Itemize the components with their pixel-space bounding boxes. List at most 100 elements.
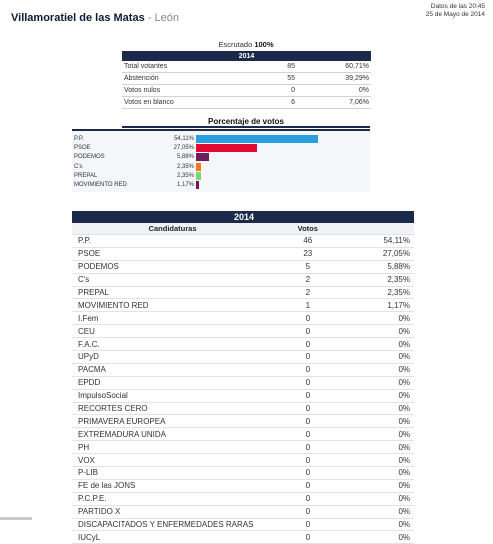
summary-year-row: 2014 (122, 51, 371, 61)
candidate-name: C's (72, 273, 272, 287)
vote-percentage-chart: Porcentaje de votos P.P. 54,11% PSOE 27,05%… (72, 117, 370, 192)
summary-pct: 60,71% (296, 61, 371, 73)
summary-pct: 0% (296, 84, 371, 97)
candidate-name: P.C.P.E. (72, 492, 272, 506)
candidate-name: PRIMAVERA EUROPEA (72, 414, 272, 429)
candidate-name: P.P. (72, 234, 272, 248)
candidate-pct: 0% (342, 479, 414, 493)
candidate-votes: 0 (271, 389, 343, 403)
province-name: León (154, 12, 179, 24)
candidate-pct: 27,05% (342, 247, 414, 261)
chart-bar (196, 153, 210, 162)
summary-row: Total votantes 85 60,71% (122, 61, 371, 73)
candidate-pct: 0% (342, 427, 414, 442)
results-table: 2014 Candidaturas Votos P.P. 46 54,11% PSOE… (72, 211, 414, 544)
table-row: PRIMAVERA EUROPEA 0 0% (72, 414, 414, 429)
table-row: F.A.C. 0 0% (72, 337, 414, 352)
candidate-name: PARTIDO X (72, 505, 272, 519)
candidate-votes: 5 (271, 260, 343, 274)
table-row: IUCyL 0 0% (72, 530, 414, 544)
table-row: ImpulsoSocial 0 0% (72, 389, 414, 403)
escrutado-value: 100% (254, 40, 274, 49)
candidate-votes: 1 (271, 298, 343, 313)
candidate-name: I.Fem (72, 311, 272, 326)
table-row: DISCAPACITADOS Y ENFERMEDADES RARAS 0 0% (72, 518, 414, 532)
candidate-votes: 0 (271, 363, 343, 377)
table-row: EXTREMADURA UNIDA 0 0% (72, 427, 414, 442)
table-row: VOX 0 0% (72, 453, 414, 468)
update-info: Datos de las 20:45 25 de Mayo de 2014 (426, 3, 485, 19)
table-row: UPyD 0 0% (72, 350, 414, 364)
chart-bar (196, 171, 202, 180)
candidate-votes: 2 (271, 286, 343, 300)
candidate-votes: 2 (271, 273, 343, 287)
candidate-pct: 0% (342, 402, 414, 416)
horizontal-scrollbar[interactable] (0, 517, 32, 520)
results-year-row: 2014 (72, 211, 414, 223)
chart-category-label: C's (74, 163, 83, 170)
table-row: PODEMOS 5 5,88% (72, 260, 414, 274)
table-row: EPDD 0 0% (72, 376, 414, 390)
candidate-name: UPyD (72, 350, 272, 364)
chart-value-label: 5,88% (176, 154, 194, 161)
candidate-name: DISCAPACITADOS Y ENFERMEDADES RARAS (72, 518, 272, 532)
page-title: Villamoratiel de las Matas - León (11, 12, 179, 24)
summary-label: Abstención (122, 72, 266, 85)
candidate-name: IUCyL (72, 530, 272, 544)
candidate-votes: 0 (271, 337, 343, 352)
candidate-name: PREPAL (72, 286, 272, 300)
table-row: I.Fem 0 0% (72, 311, 414, 326)
chart-value-label: 2,35% (176, 172, 194, 179)
summary-label: Total votantes (122, 61, 266, 73)
candidate-name: PH (72, 440, 272, 455)
candidate-pct: 0% (342, 363, 414, 377)
candidate-pct: 2,35% (342, 273, 414, 287)
candidate-pct: 0% (342, 311, 414, 326)
candidate-votes: 0 (271, 350, 343, 364)
candidate-name: MOVIMIENTO RED (72, 298, 272, 313)
chart-category-label: P.P. (74, 136, 84, 142)
candidate-votes: 0 (271, 427, 343, 442)
summary-votes: 55 (265, 72, 297, 85)
candidate-votes: 0 (271, 453, 343, 468)
candidate-votes: 0 (271, 376, 343, 390)
candidate-votes: 0 (271, 518, 343, 532)
col-pct (342, 223, 414, 235)
candidate-pct: 0% (342, 414, 414, 429)
candidate-pct: 0% (342, 324, 414, 339)
table-row: RECORTES CERO 0 0% (72, 402, 414, 416)
candidate-votes: 0 (271, 505, 343, 519)
table-row: PARTIDO X 0 0% (72, 505, 414, 519)
col-candidaturas: Candidaturas (72, 223, 272, 235)
title-separator: - (144, 12, 155, 24)
candidate-votes: 0 (271, 466, 343, 480)
summary-row: Votos en blanco 6 7,06% (122, 96, 371, 109)
summary-row: Abstención 55 39,29% (122, 72, 371, 85)
candidate-name: CEU (72, 324, 272, 339)
candidate-name: F.A.C. (72, 337, 272, 352)
candidate-pct: 0% (342, 492, 414, 506)
summary-votes: 0 (265, 84, 297, 97)
summary-label: Votos en blanco (122, 96, 266, 109)
candidate-pct: 0% (342, 505, 414, 519)
candidate-name: PSOE (72, 247, 272, 261)
candidate-name: P-LIB (72, 466, 272, 480)
chart-value-label: 27,05% (173, 145, 194, 152)
chart-bar (196, 144, 257, 153)
table-row: PH 0 0% (72, 440, 414, 455)
table-row: P.P. 46 54,11% (72, 234, 414, 248)
table-row: PSOE 23 27,05% (72, 247, 414, 261)
table-row: FE de las JONS 0 0% (72, 479, 414, 493)
candidate-name: FE de las JONS (72, 479, 272, 493)
candidate-pct: 0% (342, 453, 414, 468)
candidate-votes: 0 (271, 440, 343, 455)
table-row: CEU 0 0% (72, 324, 414, 339)
candidate-pct: 0% (342, 337, 414, 352)
candidate-pct: 2,35% (342, 286, 414, 300)
candidate-pct: 0% (342, 440, 414, 455)
candidate-votes: 0 (271, 402, 343, 416)
table-row: MOVIMIENTO RED 1 1,17% (72, 298, 414, 313)
candidate-votes: 23 (271, 247, 343, 261)
chart-category-label: PSOE (74, 145, 91, 152)
candidate-pct: 1,17% (342, 298, 414, 313)
